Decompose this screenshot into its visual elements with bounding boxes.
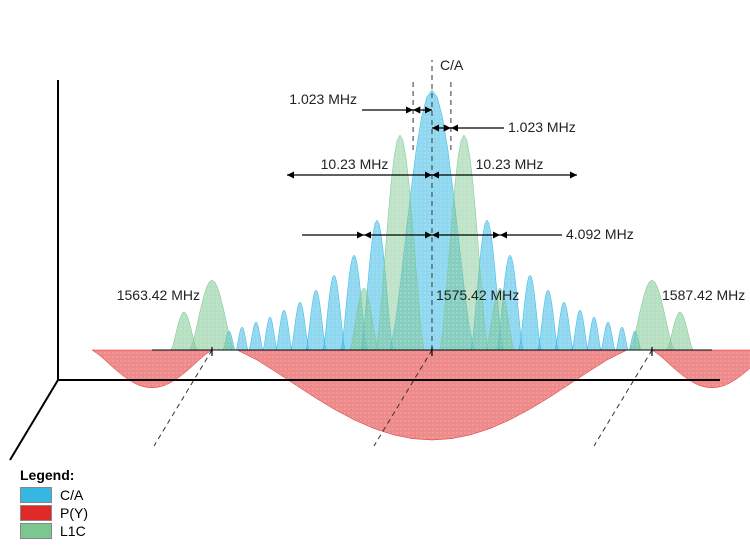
- legend-item-ca: C/A: [20, 487, 88, 503]
- legend-label-ca: C/A: [60, 487, 83, 503]
- svg-text:1563.42 MHz: 1563.42 MHz: [117, 287, 200, 303]
- legend-item-l1c: L1C: [20, 523, 88, 539]
- legend-swatch-ca: [20, 487, 52, 503]
- legend-title: Legend:: [20, 467, 88, 483]
- spectrum-svg: 1.023 MHz 1.023 MHz 10.23 MHz 10.23 MHz 4.09…: [0, 0, 750, 551]
- legend-label-l1c: L1C: [60, 523, 86, 539]
- legend-swatch-l1c: [20, 523, 52, 539]
- svg-text:10.23 MHz: 10.23 MHz: [321, 156, 389, 172]
- legend-label-py: P(Y): [60, 505, 88, 521]
- legend: Legend: C/A P(Y) L1C: [20, 467, 88, 541]
- legend-item-py: P(Y): [20, 505, 88, 521]
- py-group: [92, 350, 750, 440]
- svg-text:1587.42 MHz: 1587.42 MHz: [662, 287, 745, 303]
- svg-text:1.023 MHz: 1.023 MHz: [508, 119, 576, 135]
- legend-swatch-py: [20, 505, 52, 521]
- svg-text:4.092 MHz: 4.092 MHz: [566, 226, 634, 242]
- svg-text:C/A: C/A: [440, 57, 464, 73]
- svg-text:10.23 MHz: 10.23 MHz: [476, 156, 544, 172]
- svg-text:1575.42 MHz: 1575.42 MHz: [436, 287, 519, 303]
- svg-text:1.023 MHz: 1.023 MHz: [289, 91, 357, 107]
